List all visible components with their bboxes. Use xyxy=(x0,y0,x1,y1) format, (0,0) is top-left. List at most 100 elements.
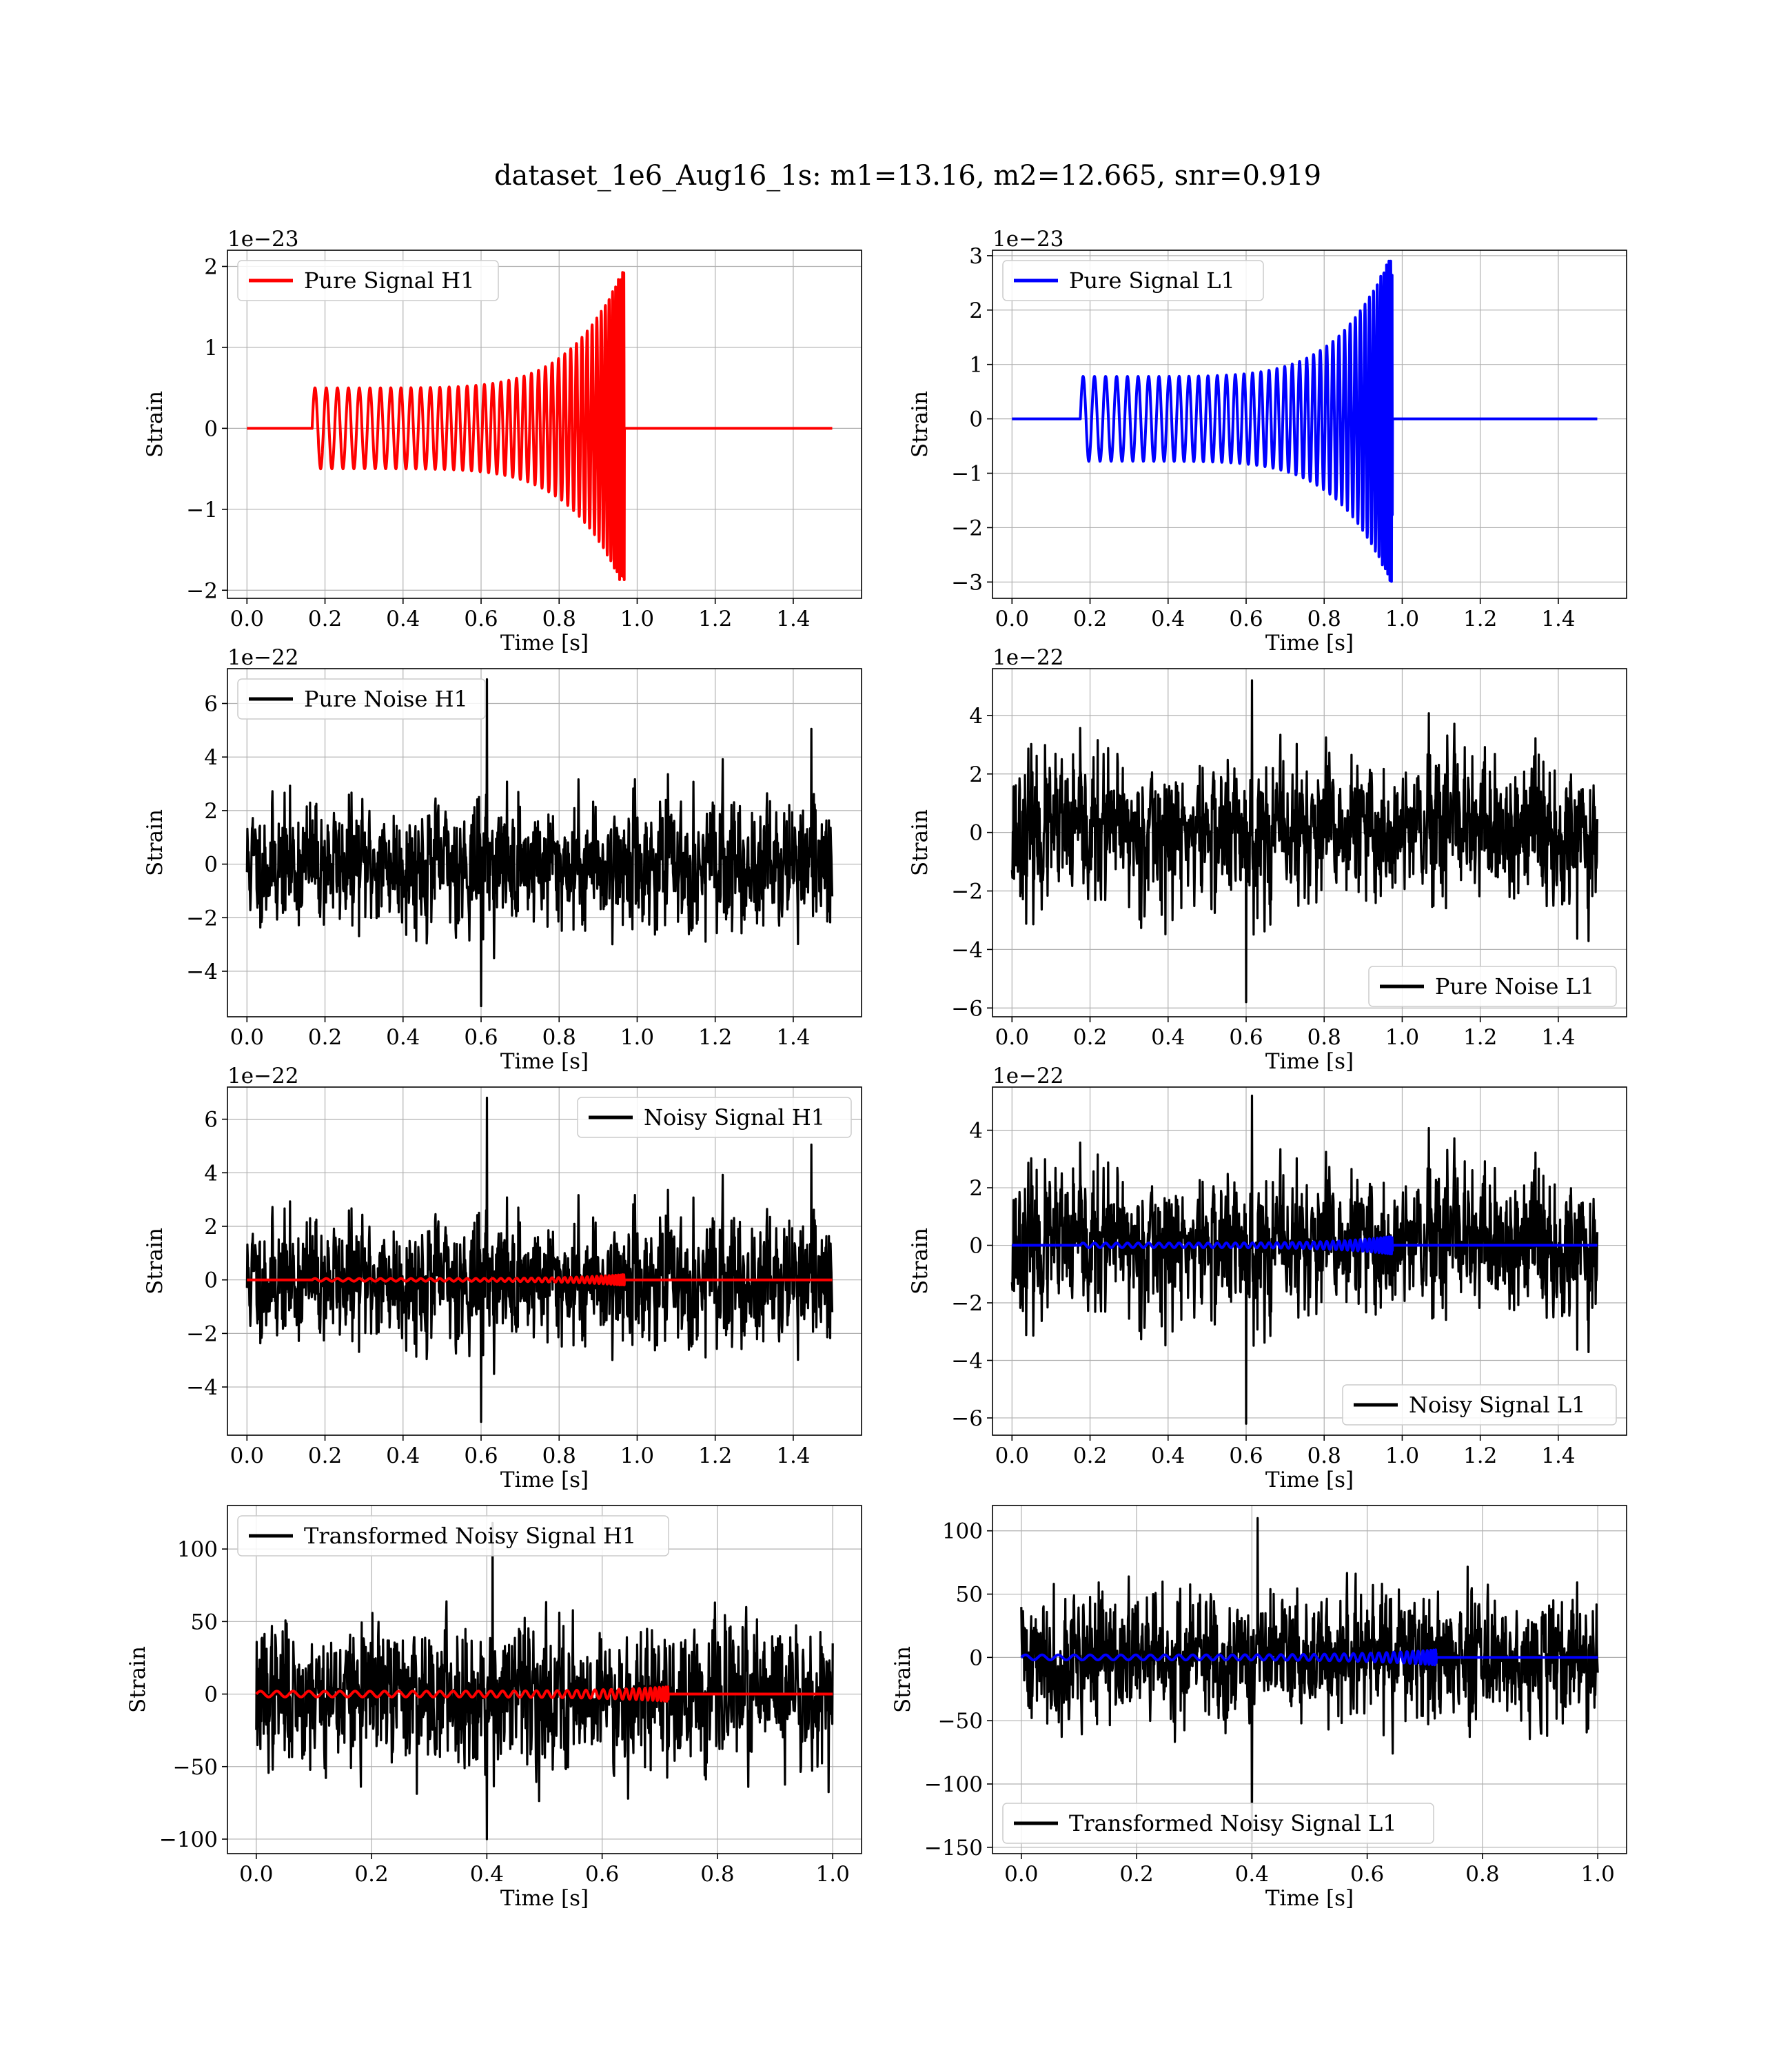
x-tick-label: 0.0 xyxy=(239,1862,273,1887)
legend: Pure Signal L1 xyxy=(1002,260,1264,301)
y-tick-label: 4 xyxy=(204,745,218,770)
y-tick-label: 2 xyxy=(969,298,983,323)
x-axis-label: Time [s] xyxy=(1265,631,1354,656)
x-tick-label: 1.4 xyxy=(776,1443,810,1468)
y-axis-label: Strain xyxy=(908,1228,933,1295)
series-line-noise xyxy=(1010,679,1599,1004)
x-tick-label: 0.6 xyxy=(464,607,498,631)
y-axis-label: Strain xyxy=(143,391,167,458)
x-tick-label: 0.0 xyxy=(995,1025,1029,1050)
legend-label: Noisy Signal H1 xyxy=(644,1104,825,1131)
x-tick-label: 1.0 xyxy=(816,1862,850,1887)
x-tick-label: 1.0 xyxy=(620,1443,654,1468)
y-tick-label: −150 xyxy=(924,1836,983,1861)
x-axis-label: Time [s] xyxy=(500,1886,589,1911)
y-tick-label: −2 xyxy=(186,906,218,931)
x-tick-label: 0.6 xyxy=(585,1862,619,1887)
series-line-noise xyxy=(245,1096,834,1423)
legend-label: Pure Signal L1 xyxy=(1069,267,1235,294)
legend: Transformed Noisy Signal H1 xyxy=(237,1515,669,1557)
y-tick-label: 2 xyxy=(204,254,218,279)
x-tick-label: 0.0 xyxy=(995,607,1029,631)
y-axis-label: Strain xyxy=(143,809,167,876)
x-tick-label: 0.4 xyxy=(1151,1025,1185,1050)
x-tick-label: 1.2 xyxy=(698,1025,732,1050)
y-tick-label: −50 xyxy=(938,1709,983,1734)
legend-label: Pure Noise L1 xyxy=(1435,973,1594,1000)
legend-box xyxy=(1342,1384,1617,1426)
x-tick-label: 0.0 xyxy=(230,1443,264,1468)
x-tick-label: 0.6 xyxy=(1229,1025,1263,1050)
subplot-grid: 0.0 0.2 0.4 0.6 0.8 1.0 1.2 1.4 −2 −1 0 1 2 Time [s] S… xyxy=(125,227,1627,1911)
y-tick-label: −4 xyxy=(951,937,983,962)
y-tick-label: 2 xyxy=(204,799,218,824)
x-tick-label: 0.0 xyxy=(230,1025,264,1050)
plot-area xyxy=(245,678,834,1008)
x-axis-label: Time [s] xyxy=(500,1468,589,1492)
y-tick-label: 2 xyxy=(969,762,983,787)
x-axis-label: Time [s] xyxy=(500,1049,589,1074)
axes-frame xyxy=(227,1505,862,1854)
axis-offset-label: 1e−22 xyxy=(992,645,1064,670)
y-tick-label: 0 xyxy=(204,416,218,441)
y-tick-label: −100 xyxy=(924,1772,983,1797)
x-tick-label: 0.8 xyxy=(542,607,576,631)
y-tick-label: −1 xyxy=(186,498,218,523)
axis-offset-label: 1e−22 xyxy=(227,1064,299,1088)
legend: Pure Noise H1 xyxy=(237,678,486,720)
series-line-noise xyxy=(245,678,834,1008)
y-tick-label: 100 xyxy=(942,1519,983,1544)
x-tick-label: 1.2 xyxy=(698,607,732,631)
x-tick-label: 0.8 xyxy=(1307,607,1341,631)
axes-frame xyxy=(227,1086,862,1436)
x-tick-label: 1.4 xyxy=(776,1025,810,1050)
subplot-pure-noise-l1: 0.0 0.2 0.4 0.6 0.8 1.0 1.2 1.4 −6 −4 −2 0 2 4 Time [s… xyxy=(908,645,1627,1074)
legend-label: Noisy Signal L1 xyxy=(1409,1392,1586,1418)
x-tick-label: 1.4 xyxy=(776,607,810,631)
y-axis-label: Strain xyxy=(908,391,933,458)
y-tick-label: 0 xyxy=(204,1268,218,1293)
x-tick-label: 0.2 xyxy=(308,607,342,631)
x-tick-label: 0.2 xyxy=(1073,607,1107,631)
y-tick-label: 50 xyxy=(956,1583,983,1608)
x-tick-label: 1.2 xyxy=(1463,1025,1497,1050)
x-tick-label: 1.0 xyxy=(1385,607,1419,631)
subplot-noisy-signal-h1: 0.0 0.2 0.4 0.6 0.8 1.0 1.2 1.4 −4 −2 0 2 4 6 Time [s]… xyxy=(143,1064,862,1492)
x-tick-label: 1.0 xyxy=(620,607,654,631)
x-tick-label: 0.4 xyxy=(470,1862,504,1887)
y-tick-label: −50 xyxy=(173,1755,218,1780)
legend-label: Transformed Noisy Signal L1 xyxy=(1069,1810,1397,1836)
series-line-noise xyxy=(1010,1094,1599,1425)
y-tick-label: 3 xyxy=(969,244,983,269)
axes-frame xyxy=(992,250,1627,599)
y-axis-label: Strain xyxy=(143,1228,167,1295)
axis-offset-label: 1e−22 xyxy=(992,1064,1064,1088)
y-tick-label: 50 xyxy=(191,1610,218,1634)
y-tick-label: −2 xyxy=(951,516,983,540)
y-tick-label: −2 xyxy=(186,1321,218,1346)
x-axis-label: Time [s] xyxy=(1265,1049,1354,1074)
x-tick-label: 0.8 xyxy=(542,1025,576,1050)
x-tick-label: 1.0 xyxy=(1385,1025,1419,1050)
x-tick-label: 0.2 xyxy=(1073,1025,1107,1050)
legend-box xyxy=(577,1097,852,1138)
x-tick-label: 0.6 xyxy=(1229,607,1263,631)
plot-area xyxy=(1020,1517,1599,1843)
x-tick-label: 0.2 xyxy=(308,1025,342,1050)
x-tick-label: 0.2 xyxy=(1073,1443,1107,1468)
x-tick-label: 0.4 xyxy=(386,607,420,631)
x-tick-label: 0.8 xyxy=(542,1443,576,1468)
x-tick-label: 0.0 xyxy=(230,607,264,631)
y-tick-label: 4 xyxy=(969,704,983,729)
y-tick-label: −3 xyxy=(951,570,983,595)
x-tick-label: 0.8 xyxy=(700,1862,734,1887)
y-tick-label: −6 xyxy=(951,996,983,1021)
legend-label: Pure Noise H1 xyxy=(304,686,468,712)
legend: Pure Signal H1 xyxy=(237,260,499,301)
plot-area xyxy=(1012,259,1599,583)
series-line-signal xyxy=(1012,1235,1599,1255)
x-tick-label: 0.8 xyxy=(1307,1025,1341,1050)
x-tick-label: 1.2 xyxy=(1463,1443,1497,1468)
y-tick-label: 0 xyxy=(204,853,218,878)
